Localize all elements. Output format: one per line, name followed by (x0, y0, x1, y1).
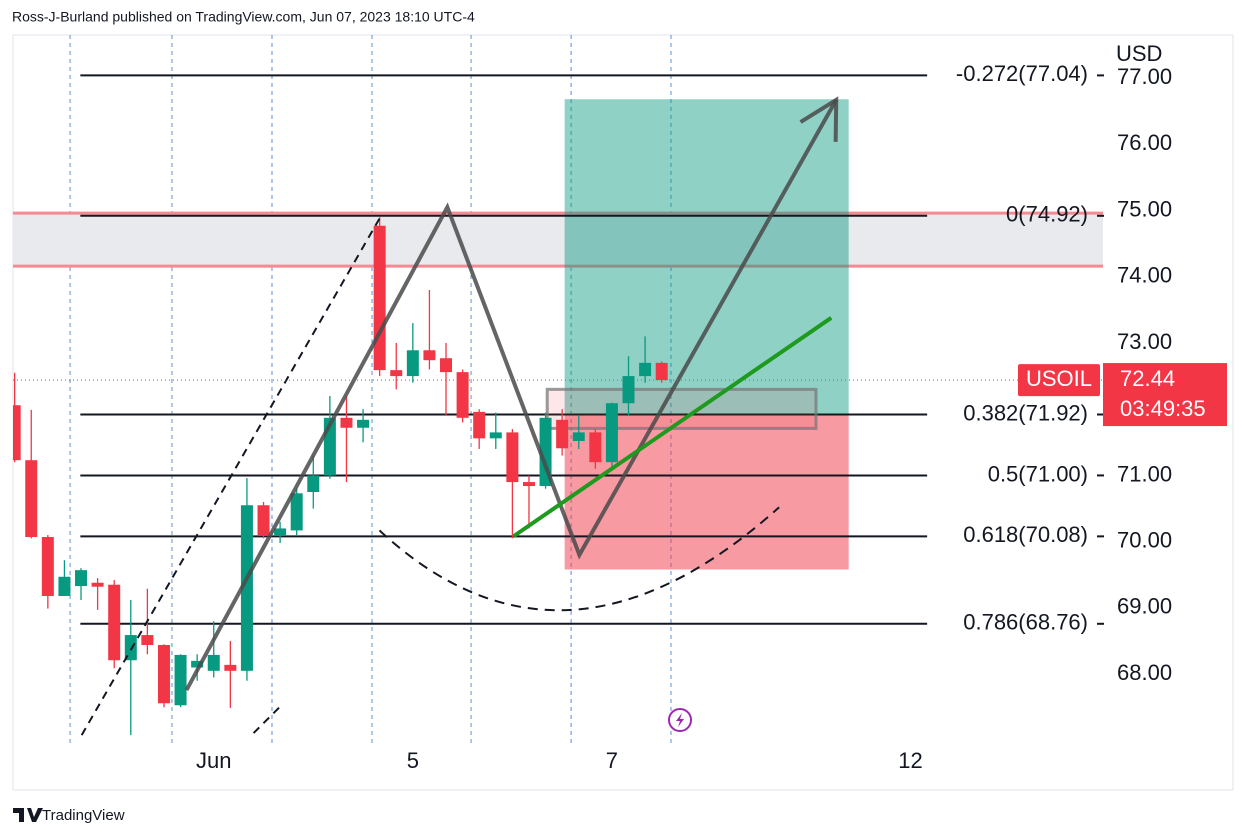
y-tick-label: 68.00 (1117, 660, 1172, 685)
candle-body (572, 432, 585, 441)
candle-body (655, 362, 668, 381)
last-price: 72.44 (1120, 366, 1175, 391)
candle-body (622, 376, 635, 404)
candle-body (423, 350, 436, 361)
header: Ross-J-Burland published on TradingView.… (12, 9, 475, 25)
x-tick-label: 5 (407, 748, 419, 773)
y-tick-label: 71.00 (1117, 461, 1172, 486)
candle-body (589, 432, 602, 463)
candle-body (307, 475, 320, 492)
fib-label: 0(74.92) (1006, 202, 1088, 227)
candle-body (556, 419, 569, 449)
candle-body (456, 372, 469, 418)
candle-body (25, 460, 38, 538)
x-tick-label: 7 (606, 748, 618, 773)
alert-icon[interactable] (668, 708, 692, 732)
candle-body (108, 584, 121, 661)
target-zone (564, 99, 849, 414)
symbol-label: USOIL (1026, 366, 1092, 391)
candle-body (257, 505, 270, 536)
candle-body (91, 582, 104, 587)
candle-body (340, 417, 353, 428)
candle-body (605, 403, 618, 463)
candle-body (240, 505, 253, 671)
candle-body (141, 635, 154, 645)
candle-body (522, 482, 535, 487)
plot (13, 35, 1103, 745)
footer-logo: TradingView (13, 807, 125, 824)
fib-label: -0.272(77.04) (956, 61, 1088, 86)
y-tick-label: 69.00 (1117, 594, 1172, 619)
candle-body (639, 362, 652, 377)
candle-body (124, 635, 137, 661)
candle-body (473, 411, 486, 439)
candle-body (373, 225, 386, 371)
arrow-head (799, 96, 839, 142)
candle-body (224, 664, 237, 671)
fib-label: 0.618(70.08) (963, 522, 1088, 547)
y-tick-label: 70.00 (1117, 527, 1172, 552)
resistance-zone (13, 213, 1103, 267)
dashed-curve (378, 506, 780, 612)
zigzag-arrow (184, 98, 838, 691)
candle-body (207, 654, 220, 671)
y-tick-label: 74.00 (1117, 263, 1172, 288)
candle-body (58, 576, 71, 596)
candle-body (357, 419, 370, 428)
candle-body (41, 537, 54, 596)
candle-body (390, 370, 403, 377)
dashed-line (80, 214, 383, 736)
candle-body (174, 654, 187, 706)
candle-body (290, 493, 303, 531)
axes: -0.272(77.04) 0(74.92) 0.382(71.92) 0.5(71.… (196, 61, 1227, 773)
candle-body (75, 570, 88, 587)
fib-label: 0.5(71.00) (988, 461, 1088, 486)
candle-body (506, 432, 519, 483)
y-tick-label: 75.00 (1117, 196, 1172, 221)
candle-body (157, 644, 170, 704)
price-tag (1103, 363, 1227, 427)
fib-label: 0.786(68.76) (963, 610, 1088, 635)
candle-body (440, 358, 453, 373)
y-tick-label: 77.00 (1117, 64, 1172, 89)
currency: USD (1116, 41, 1162, 66)
candle-body (489, 432, 502, 439)
symbol-tag (1018, 364, 1100, 397)
trend-line (512, 316, 833, 539)
y-tick-label: 76.00 (1117, 130, 1172, 155)
candle-body (191, 660, 204, 668)
countdown: 03:49:35 (1120, 396, 1206, 421)
x-tick-label: Jun (196, 748, 231, 773)
fib-label: 0.382(71.92) (963, 400, 1088, 425)
y-tick-label: 73.00 (1117, 329, 1172, 354)
candle-body (274, 528, 287, 536)
x-tick-label: 12 (898, 748, 922, 773)
candle-body (13, 405, 21, 461)
dashed-line (252, 704, 283, 734)
candle-body (406, 350, 419, 377)
footer: TradingView (42, 807, 125, 824)
